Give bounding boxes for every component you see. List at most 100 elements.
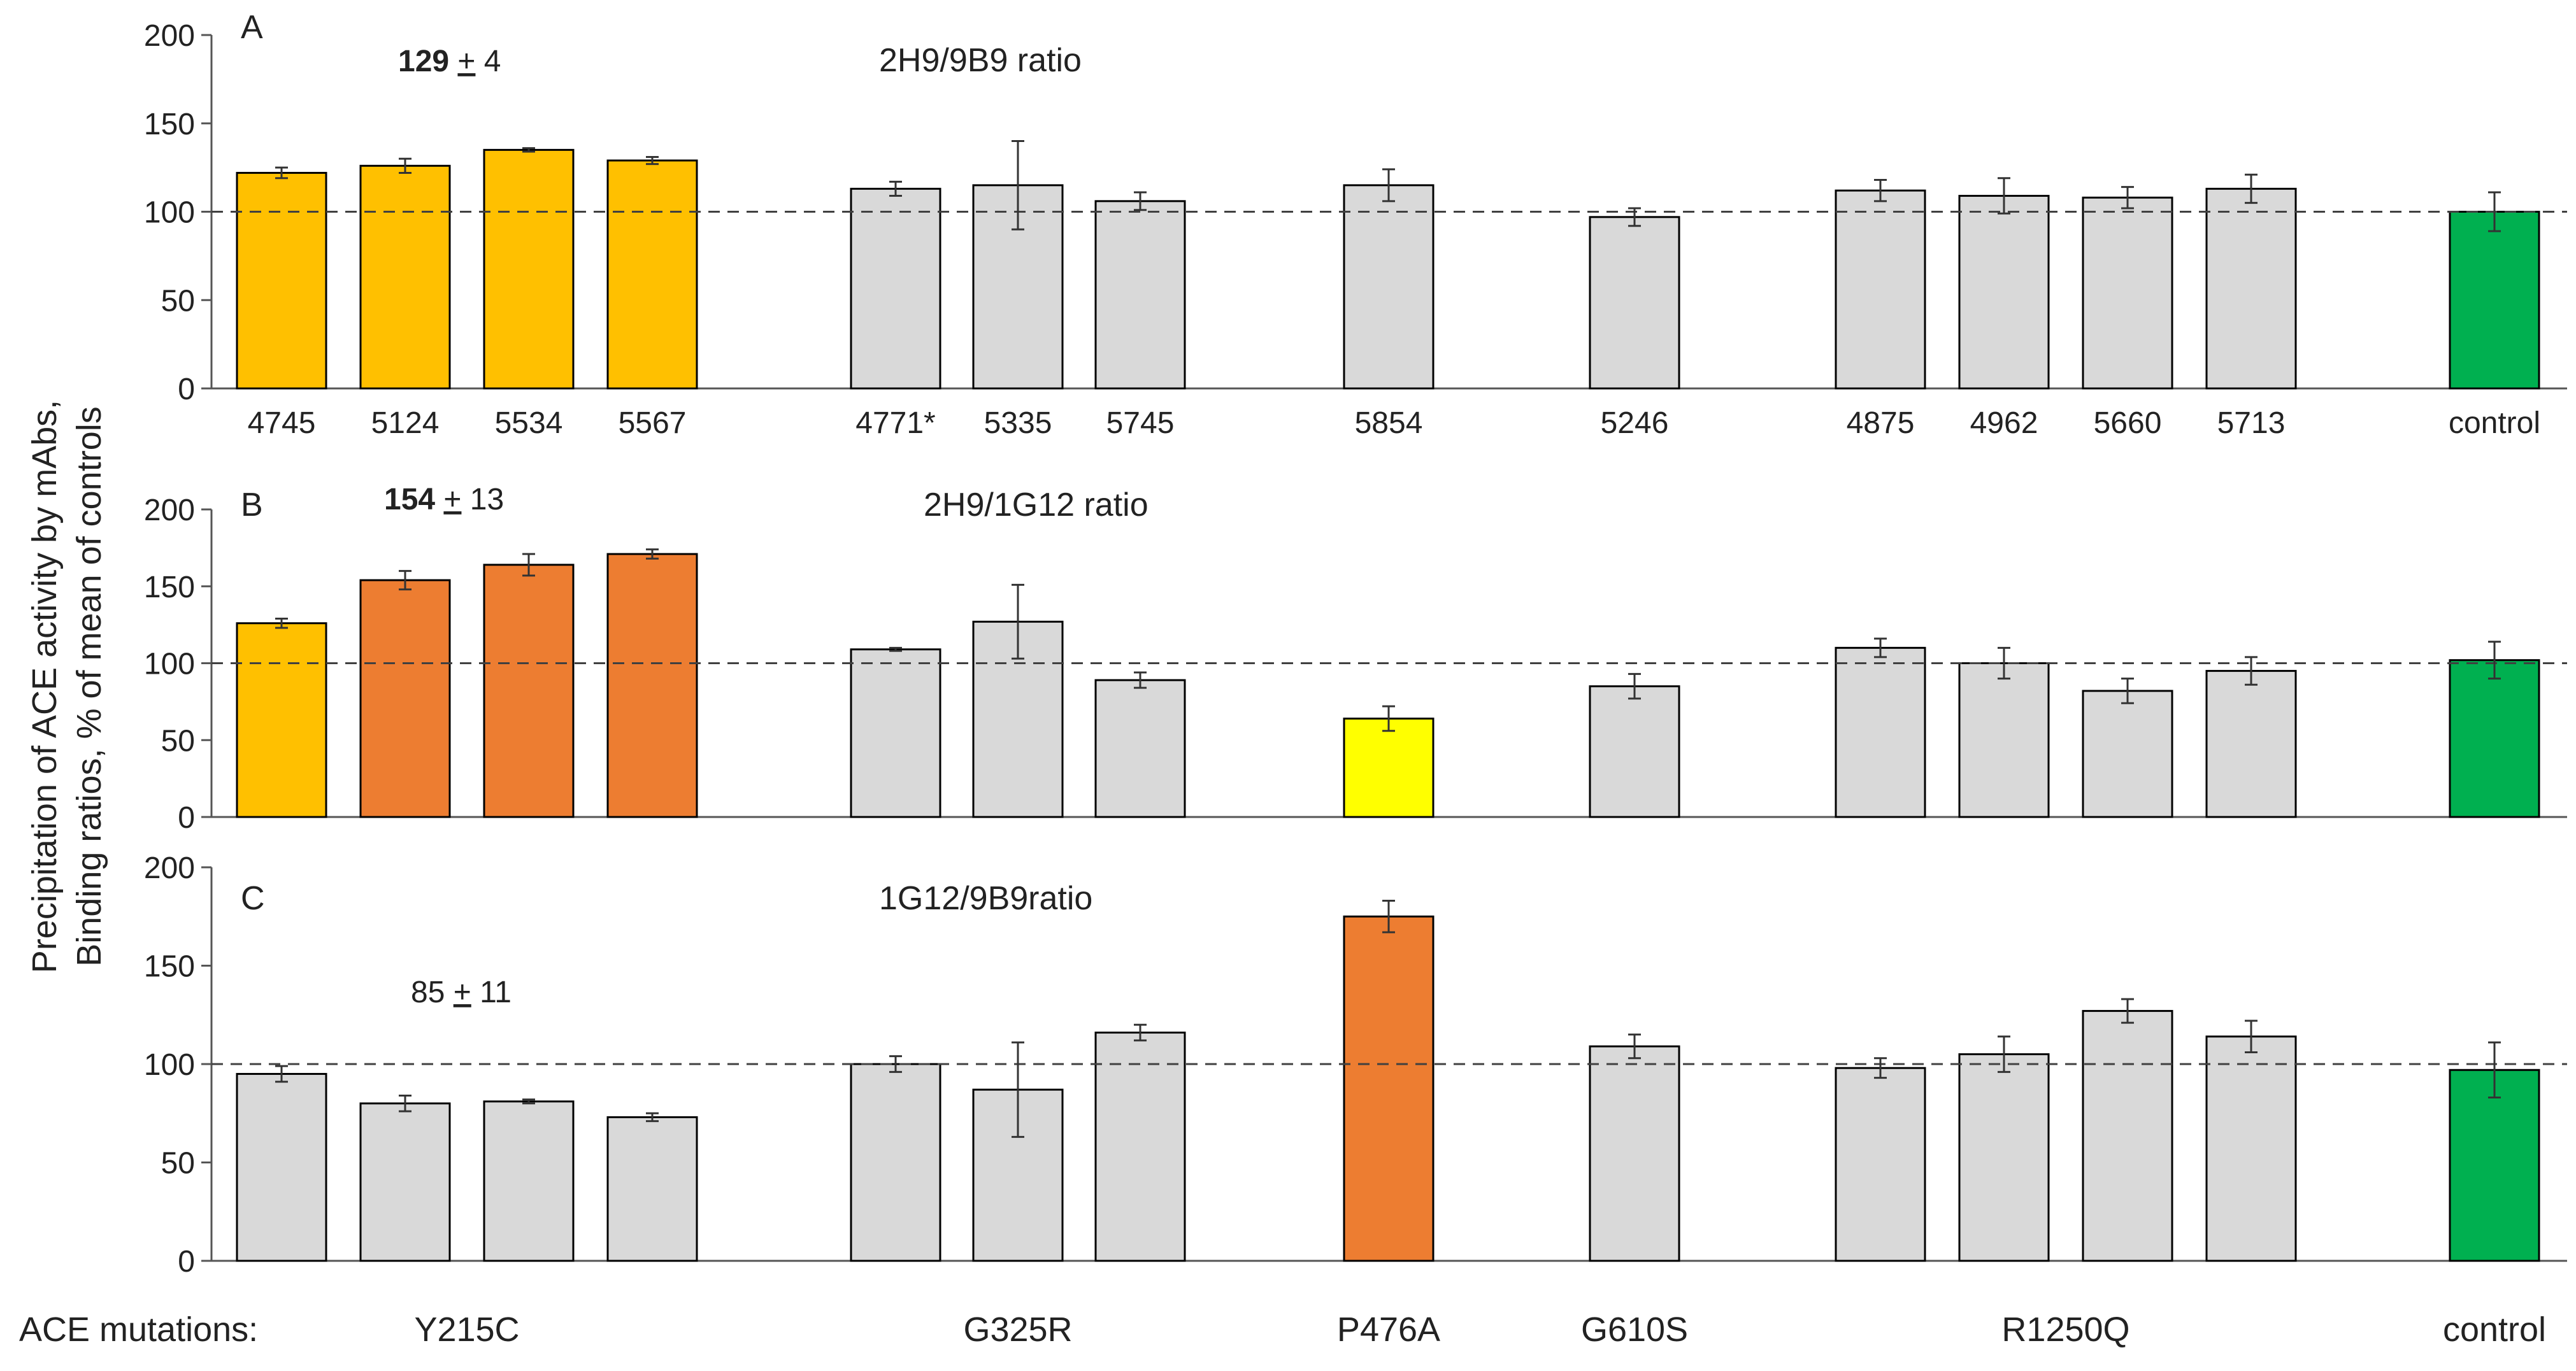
error-bar <box>522 553 535 577</box>
y-tick-label: 100 <box>144 196 195 230</box>
category-label: 4875 <box>1847 406 1915 440</box>
bar-b-9 <box>1835 646 1926 818</box>
panel-annotation: 129 + 4 <box>398 45 501 78</box>
y-tick-label: 0 <box>178 801 195 835</box>
error-bar <box>1012 583 1024 660</box>
y-tick-label: 200 <box>144 19 195 53</box>
bar-c-9 <box>1835 1067 1926 1262</box>
category-label: 5567 <box>619 406 687 440</box>
panel-a: 0 50 100 150 200 4745 5124 5534 5567 4771* 5335 574… <box>144 9 2567 440</box>
panel-annotation: 154 + 13 <box>384 483 504 516</box>
panel-c: 0 50 100 150 200 C 1G12/9B9ratio 85 + 11 <box>144 851 2567 1279</box>
bar-a-1 <box>359 164 451 390</box>
bar-b-6 <box>1094 679 1186 818</box>
bar-a-8 <box>1589 216 1680 390</box>
error-bar <box>1382 705 1395 732</box>
bar-c-10 <box>1958 1053 2050 1262</box>
category-label: 5745 <box>1106 406 1175 440</box>
bar-b-0 <box>236 622 327 818</box>
error-bar <box>1874 637 1887 658</box>
error-bar <box>1382 900 1395 934</box>
bar-c-12 <box>2205 1035 2297 1262</box>
error-bar <box>1012 1041 1024 1138</box>
bar-c-13 <box>2449 1069 2540 1262</box>
category-label: 5713 <box>2217 406 2286 440</box>
error-bar <box>1628 207 1641 227</box>
category-label: 5854 <box>1355 406 1423 440</box>
bar-c-4 <box>850 1063 941 1262</box>
panel-title: 2H9/9B9 ratio <box>879 42 1082 79</box>
error-bar <box>399 570 411 591</box>
error-bar <box>646 548 659 560</box>
y-tick-label: 0 <box>178 373 195 406</box>
bar-c-6 <box>1094 1032 1186 1262</box>
y-tick-label: 50 <box>161 724 195 758</box>
error-bar <box>2121 678 2134 704</box>
category-label: 5335 <box>984 406 1052 440</box>
error-bar <box>1998 646 2010 680</box>
bar-b-4 <box>850 648 941 818</box>
error-bar <box>2488 1041 2501 1099</box>
group-label: Y215C <box>414 1311 519 1349</box>
bar-b-3 <box>606 553 698 818</box>
group-label: G610S <box>1581 1311 1688 1349</box>
bar-b-13 <box>2449 659 2540 818</box>
error-bar <box>522 147 535 153</box>
error-bar <box>646 155 659 166</box>
error-bar <box>1134 1023 1147 1042</box>
category-label: 4771* <box>855 406 935 440</box>
error-bar <box>1134 671 1147 689</box>
error-bar <box>2121 186 2134 210</box>
error-bar <box>2245 1019 2258 1053</box>
group-label: control <box>2443 1311 2546 1349</box>
error-bar <box>399 1094 411 1112</box>
error-bar <box>1874 1057 1887 1079</box>
bar-b-1 <box>359 579 451 818</box>
category-label: 4962 <box>1970 406 2038 440</box>
bar-c-1 <box>359 1102 451 1262</box>
error-bar <box>1382 168 1395 202</box>
group-label: R1250Q <box>2001 1311 2129 1349</box>
y-tick-label: 150 <box>144 108 195 141</box>
error-bar <box>1998 1035 2010 1073</box>
bar-c-3 <box>606 1116 698 1262</box>
category-label: 5660 <box>2094 406 2162 440</box>
error-bar <box>275 617 288 629</box>
group-labels-layer: ACE mutations: Y215C G325R P476A G610S R1250Q… <box>19 1311 2546 1349</box>
error-bar <box>1134 191 1147 211</box>
category-label: 4745 <box>248 406 316 440</box>
bar-b-7 <box>1343 717 1435 818</box>
y-tick-label: 50 <box>161 284 195 318</box>
bar-b-2 <box>483 564 575 818</box>
group-label: P476A <box>1337 1311 1440 1349</box>
error-bar <box>1874 179 1887 202</box>
y-axis-title-line2: Binding ratios, % of mean of controls <box>70 406 108 966</box>
bar-c-2 <box>483 1100 575 1262</box>
bar-a-9 <box>1835 189 1926 390</box>
bar-a-7 <box>1343 184 1435 390</box>
panel-title: 1G12/9B9ratio <box>879 880 1092 917</box>
bar-a-13 <box>2449 211 2540 390</box>
bar-c-11 <box>2082 1010 2173 1262</box>
bar-c-0 <box>236 1072 327 1262</box>
error-bar <box>1012 140 1024 231</box>
error-bar <box>1628 1034 1641 1060</box>
bar-a-0 <box>236 171 327 390</box>
y-tick-label: 0 <box>178 1245 195 1279</box>
error-bar <box>2488 641 2501 680</box>
panel-letter: C <box>241 880 265 917</box>
error-bar <box>646 1112 659 1123</box>
y-tick-label: 150 <box>144 571 195 604</box>
error-bar <box>399 157 411 174</box>
bar-b-11 <box>2082 690 2173 818</box>
error-bar <box>2245 173 2258 204</box>
bar-c-7 <box>1343 915 1435 1262</box>
y-tick-label: 200 <box>144 851 195 885</box>
error-bar <box>889 646 902 652</box>
error-bar <box>2488 191 2501 232</box>
bar-a-10 <box>1958 195 2050 390</box>
bar-b-8 <box>1589 685 1680 818</box>
group-axis-title: ACE mutations: <box>19 1311 258 1349</box>
error-bar <box>275 166 288 180</box>
